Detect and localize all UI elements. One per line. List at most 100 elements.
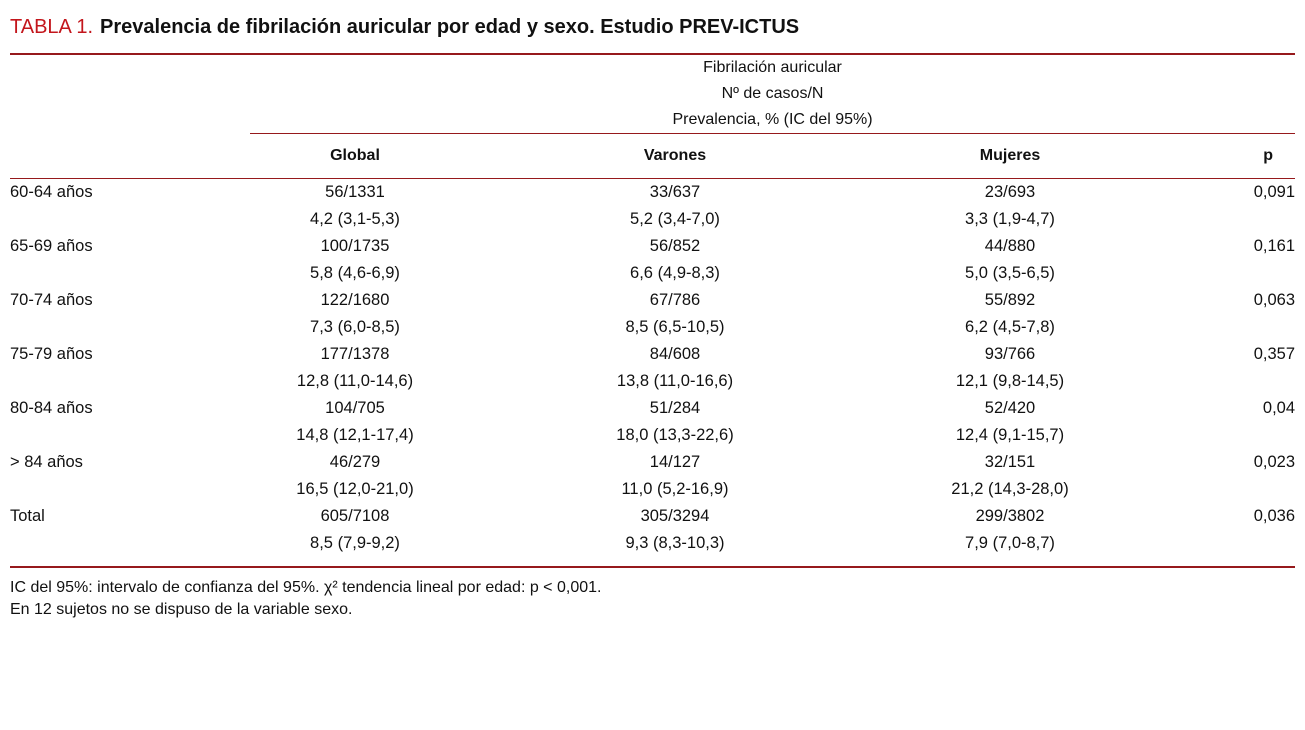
prevalence-value: 12,8 (11,0-14,6)	[296, 372, 414, 390]
prevalence-value: 8,5 (7,9-9,2)	[310, 534, 400, 552]
cell-p-value: 0,04	[1262, 399, 1296, 417]
age-group-label: 70-74 años	[10, 291, 93, 309]
cases-value: 177/1378	[320, 345, 390, 363]
cell-global: 56/1331 4,2 (3,1-5,3)	[250, 179, 460, 234]
age-group-label: > 84 años	[10, 453, 83, 471]
cell-mujeres: 55/892 6,2 (4,5-7,8)	[890, 287, 1130, 341]
table-row: 60-64 años 56/1331 4,2 (3,1-5,3) 33/637 …	[10, 179, 1295, 234]
cases-value: 100/1735	[320, 237, 390, 255]
cell-varones: 51/284 18,0 (13,3-22,6)	[460, 395, 890, 449]
cases-value: 56/1331	[325, 183, 385, 201]
footnote-line-2: En 12 sujetos no se dispuso de la variab…	[10, 601, 353, 618]
column-header-varones: Varones	[460, 133, 890, 179]
table-title-tag: TABLA 1.	[10, 16, 94, 38]
cases-value: 51/284	[649, 399, 701, 417]
cases-value: 46/279	[329, 453, 381, 471]
prevalence-value: 16,5 (12,0-21,0)	[296, 480, 414, 498]
table-row: 65-69 años 100/1735 5,8 (4,6-6,9) 56/852…	[10, 233, 1295, 287]
cases-value: 67/786	[649, 291, 701, 309]
cell-mujeres: 32/151 21,2 (14,3-28,0)	[890, 449, 1130, 503]
prevalence-value: 14,8 (12,1-17,4)	[296, 426, 414, 444]
cell-mujeres: 299/3802 7,9 (7,0-8,7)	[890, 503, 1130, 568]
prevalence-value: 12,1 (9,8-14,5)	[955, 372, 1065, 390]
group-header-line-1: Fibrilación auricular	[703, 59, 842, 76]
prevalence-value: 5,2 (3,4-7,0)	[630, 210, 720, 228]
prevalence-value: 4,2 (3,1-5,3)	[310, 210, 400, 228]
cell-global: 605/7108 8,5 (7,9-9,2)	[250, 503, 460, 568]
prevalence-value: 21,2 (14,3-28,0)	[951, 480, 1069, 498]
group-header-row: Fibrilación auricular Nº de casos/N Prev…	[10, 55, 1296, 134]
cell-p-value: 0,091	[1253, 183, 1296, 201]
table-row-total: Total 605/7108 8,5 (7,9-9,2) 305/3294 9,…	[10, 503, 1296, 568]
prevalence-value: 6,6 (4,9-8,3)	[630, 264, 720, 282]
cases-value: 605/7108	[320, 507, 390, 525]
age-group-label: Total	[10, 503, 250, 568]
cell-p-value: 0,161	[1253, 237, 1296, 255]
cell-global: 104/705 14,8 (12,1-17,4)	[250, 395, 460, 449]
cell-global: 122/1680 7,3 (6,0-8,5)	[250, 287, 460, 341]
cell-global: 100/1735 5,8 (4,6-6,9)	[250, 233, 460, 287]
cell-p-value: 0,023	[1253, 453, 1296, 471]
prevalence-value: 8,5 (6,5-10,5)	[625, 318, 725, 336]
cell-mujeres: 44/880 5,0 (3,5-6,5)	[890, 233, 1130, 287]
cell-p-value: 0,357	[1253, 345, 1296, 363]
age-group-label: 60-64 años	[10, 183, 93, 201]
prevalence-value: 13,8 (11,0-16,6)	[616, 372, 734, 390]
title-divider-rule	[10, 53, 1295, 55]
cases-value: 56/852	[649, 237, 701, 255]
cell-global: 46/279 16,5 (12,0-21,0)	[250, 449, 460, 503]
footnote-line-1: IC del 95%: intervalo de confianza del 9…	[10, 579, 602, 596]
cases-value: 14/127	[649, 453, 701, 471]
prevalence-value: 7,9 (7,0-8,7)	[965, 534, 1055, 552]
prevalence-value: 9,3 (8,3-10,3)	[625, 534, 725, 552]
table-row: > 84 años 46/279 16,5 (12,0-21,0) 14/127…	[10, 449, 1295, 503]
prevalence-value: 12,4 (9,1-15,7)	[955, 426, 1065, 444]
cases-value: 44/880	[984, 237, 1036, 255]
cases-value: 122/1680	[320, 291, 390, 309]
column-header-spacer	[10, 133, 250, 179]
group-header-line-3: Prevalencia, % (IC del 95%)	[672, 111, 873, 128]
column-header-row: Global Varones Mujeres p	[10, 133, 1296, 179]
cell-mujeres: 52/420 12,4 (9,1-15,7)	[890, 395, 1130, 449]
cases-value: 84/608	[649, 345, 701, 363]
cases-value: 305/3294	[640, 507, 710, 525]
group-header-spacer	[10, 55, 250, 134]
table-row: 75-79 años 177/1378 12,8 (11,0-14,6) 84/…	[10, 341, 1295, 395]
age-group-label: 80-84 años	[10, 399, 93, 417]
prevalence-value: 7,3 (6,0-8,5)	[310, 318, 400, 336]
cases-value: 104/705	[325, 399, 385, 417]
prevalence-value: 18,0 (13,3-22,6)	[616, 426, 734, 444]
cases-value: 33/637	[649, 183, 701, 201]
cell-mujeres: 23/693 3,3 (1,9-4,7)	[890, 179, 1130, 234]
column-header-global: Global	[250, 133, 460, 179]
cases-value: 299/3802	[975, 507, 1045, 525]
table-title: TABLA 1. Prevalencia de fibrilación auric…	[10, 14, 1295, 40]
cell-p-value: 0,036	[1130, 503, 1296, 568]
cell-varones: 305/3294 9,3 (8,3-10,3)	[460, 503, 890, 568]
cell-varones: 67/786 8,5 (6,5-10,5)	[460, 287, 890, 341]
column-header-mujeres: Mujeres	[890, 133, 1130, 179]
prevalence-value: 3,3 (1,9-4,7)	[965, 210, 1055, 228]
cases-value: 32/151	[984, 453, 1036, 471]
cell-varones: 14/127 11,0 (5,2-16,9)	[460, 449, 890, 503]
cell-mujeres: 93/766 12,1 (9,8-14,5)	[890, 341, 1130, 395]
column-header-p: p	[1130, 133, 1296, 179]
prevalence-value: 5,0 (3,5-6,5)	[965, 264, 1055, 282]
cell-global: 177/1378 12,8 (11,0-14,6)	[250, 341, 460, 395]
table-row: 80-84 años 104/705 14,8 (12,1-17,4) 51/2…	[10, 395, 1295, 449]
group-header-line-2: Nº de casos/N	[721, 85, 824, 102]
age-group-label: 75-79 años	[10, 345, 93, 363]
cell-varones: 84/608 13,8 (11,0-16,6)	[460, 341, 890, 395]
prevalence-value: 11,0 (5,2-16,9)	[621, 480, 729, 498]
cases-value: 52/420	[984, 399, 1036, 417]
table-footnotes: IC del 95%: intervalo de confianza del 9…	[10, 568, 1295, 621]
table-row: 70-74 años 122/1680 7,3 (6,0-8,5) 67/786…	[10, 287, 1295, 341]
cases-value: 23/693	[984, 183, 1036, 201]
group-header: Fibrilación auricular Nº de casos/N Prev…	[250, 55, 1296, 134]
cell-p-value: 0,063	[1253, 291, 1296, 309]
cases-value: 55/892	[984, 291, 1036, 309]
prevalence-table: Fibrilación auricular Nº de casos/N Prev…	[10, 55, 1296, 568]
prevalence-value: 5,8 (4,6-6,9)	[310, 264, 400, 282]
cell-varones: 33/637 5,2 (3,4-7,0)	[460, 179, 890, 234]
